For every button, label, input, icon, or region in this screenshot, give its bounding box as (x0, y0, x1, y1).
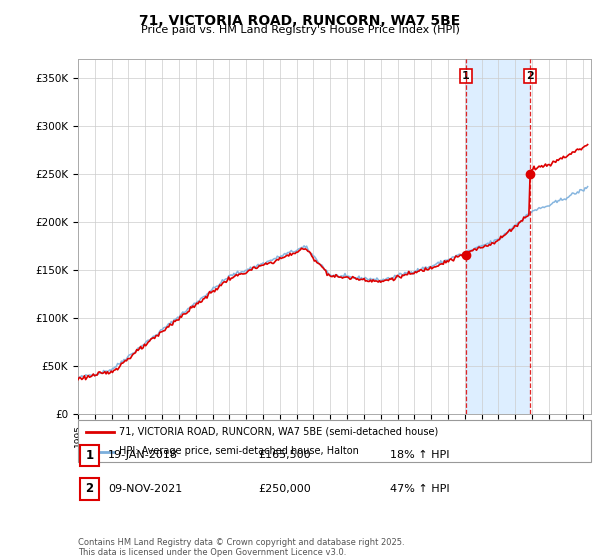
Text: 1: 1 (85, 449, 94, 462)
Text: £250,000: £250,000 (258, 484, 311, 494)
Text: Price paid vs. HM Land Registry's House Price Index (HPI): Price paid vs. HM Land Registry's House … (140, 25, 460, 35)
FancyBboxPatch shape (80, 478, 98, 500)
Text: 47% ↑ HPI: 47% ↑ HPI (390, 484, 449, 494)
Text: 1: 1 (462, 71, 470, 81)
Text: HPI: Average price, semi-detached house, Halton: HPI: Average price, semi-detached house,… (119, 446, 359, 456)
FancyBboxPatch shape (78, 420, 591, 462)
Text: 2: 2 (526, 71, 533, 81)
Bar (466, 59, 530, 414)
Text: £165,500: £165,500 (258, 450, 311, 460)
Text: 71, VICTORIA ROAD, RUNCORN, WA7 5BE (semi-detached house): 71, VICTORIA ROAD, RUNCORN, WA7 5BE (sem… (119, 427, 438, 437)
Text: 19-JAN-2018: 19-JAN-2018 (108, 450, 178, 460)
Text: 2: 2 (85, 482, 94, 496)
FancyBboxPatch shape (80, 445, 98, 466)
Text: 18% ↑ HPI: 18% ↑ HPI (390, 450, 449, 460)
Text: 09-NOV-2021: 09-NOV-2021 (108, 484, 182, 494)
Text: 71, VICTORIA ROAD, RUNCORN, WA7 5BE: 71, VICTORIA ROAD, RUNCORN, WA7 5BE (139, 14, 461, 28)
Text: Contains HM Land Registry data © Crown copyright and database right 2025.
This d: Contains HM Land Registry data © Crown c… (78, 538, 404, 557)
